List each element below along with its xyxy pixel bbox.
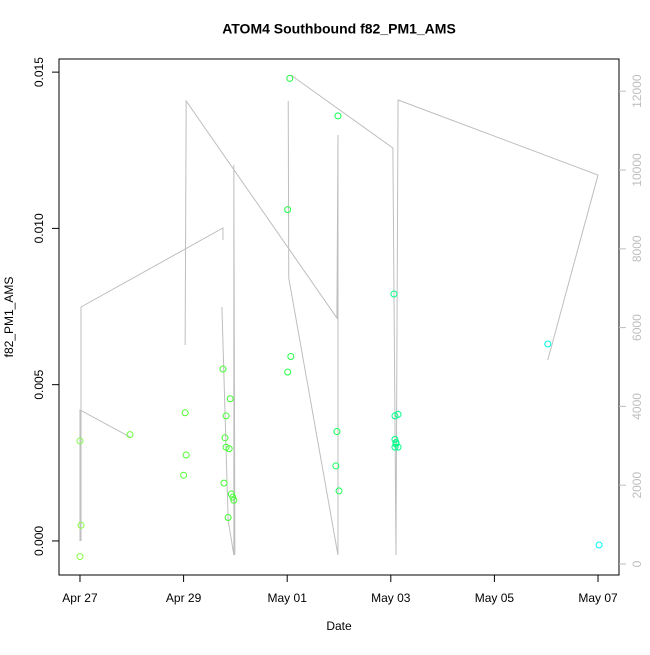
line (290, 74, 599, 556)
point (219, 365, 227, 373)
x-tick-label: May 03 (371, 591, 411, 605)
point (334, 112, 342, 120)
y2-tick-label: 0 (630, 560, 644, 567)
y2-tick-label: 10000 (630, 153, 644, 187)
point (394, 443, 402, 451)
y-tick-label: 0.015 (32, 57, 46, 87)
y-axis-label: f82_PM1_AMS (2, 277, 16, 358)
point (181, 409, 189, 417)
point (229, 493, 237, 501)
point (226, 395, 234, 403)
point (394, 410, 402, 418)
point (333, 428, 341, 436)
point (220, 479, 228, 487)
point (76, 437, 84, 445)
point (390, 290, 398, 298)
point (335, 487, 343, 495)
y-tick-label: 0.005 (32, 369, 46, 399)
x-axis-label: Date (326, 619, 352, 633)
x-tick-label: May 05 (475, 591, 515, 605)
plot-frame (58, 58, 620, 576)
x-tick-label: Apr 29 (166, 591, 202, 605)
point (284, 206, 292, 214)
point (221, 434, 229, 442)
point (225, 445, 233, 453)
point (126, 431, 134, 439)
point (286, 74, 294, 82)
chart-title: ATOM4 Southbound f82_PM1_AMS (222, 21, 456, 37)
point (222, 412, 230, 420)
point (287, 353, 295, 361)
point (595, 541, 603, 549)
y2-tick-label: 4000 (630, 393, 644, 420)
line (79, 409, 131, 541)
y2-tick-label: 8000 (630, 235, 644, 262)
point (284, 368, 292, 376)
point (77, 521, 85, 529)
point (182, 451, 190, 459)
line (184, 99, 339, 556)
x-tick-label: May 07 (578, 591, 618, 605)
point (544, 340, 552, 348)
x-tick-label: Apr 27 (62, 591, 98, 605)
point (391, 435, 399, 443)
y-tick-label: 0.000 (32, 526, 46, 556)
point (224, 513, 232, 521)
line (80, 227, 224, 541)
y-tick-label: 0.010 (32, 213, 46, 243)
y2-tick-label: 6000 (630, 314, 644, 341)
point (230, 496, 238, 504)
x-tick-label: May 01 (268, 591, 308, 605)
y2-tick-label: 2000 (630, 472, 644, 499)
point (391, 443, 399, 451)
line (287, 101, 339, 556)
point (332, 462, 340, 470)
y2-tick-label: 12000 (630, 74, 644, 108)
point (180, 471, 188, 479)
point (76, 553, 84, 561)
